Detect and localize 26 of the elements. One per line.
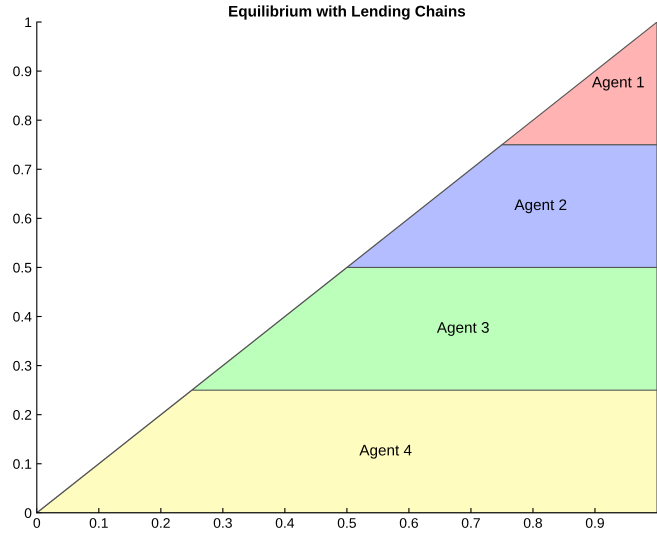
y-tick-label: 0.3 bbox=[13, 360, 32, 371]
x-tick-label: 0.8 bbox=[524, 518, 542, 528]
x-tick-label: 0.9 bbox=[586, 518, 604, 528]
y-tick-label: 0.9 bbox=[13, 66, 32, 76]
y-tick-label: 0.6 bbox=[13, 214, 32, 224]
x-tick-label: 0.3 bbox=[214, 518, 232, 528]
x-tick-label: 0.1 bbox=[90, 518, 108, 528]
y-tick-label: 0.5 bbox=[13, 262, 32, 273]
x-tick-label: 0.4 bbox=[276, 518, 294, 528]
x-tick-label: 0 bbox=[33, 518, 40, 528]
chart-title: Equilibrium with Lending Chains bbox=[229, 5, 466, 20]
y-tick-label: 0.1 bbox=[13, 459, 32, 469]
y-tick-label: 0 bbox=[24, 508, 32, 518]
x-tick-label: 0.5 bbox=[338, 518, 356, 528]
series-label: Agent 1 bbox=[592, 76, 644, 90]
y-tick-label: 0.2 bbox=[13, 410, 32, 420]
x-tick-label: 0.7 bbox=[462, 518, 480, 528]
y-tick-label: 0.8 bbox=[13, 116, 32, 126]
x-tick-label: 0.6 bbox=[400, 518, 418, 528]
series-label: Agent 2 bbox=[514, 199, 566, 214]
y-tick-label: 0.4 bbox=[13, 312, 32, 322]
series-label: Agent 3 bbox=[436, 322, 489, 336]
series-label: Agent 4 bbox=[359, 444, 412, 459]
y-tick-label: 1 bbox=[25, 17, 32, 28]
y-tick-label: 0.7 bbox=[13, 164, 32, 174]
x-tick-label: 0.2 bbox=[152, 518, 170, 528]
